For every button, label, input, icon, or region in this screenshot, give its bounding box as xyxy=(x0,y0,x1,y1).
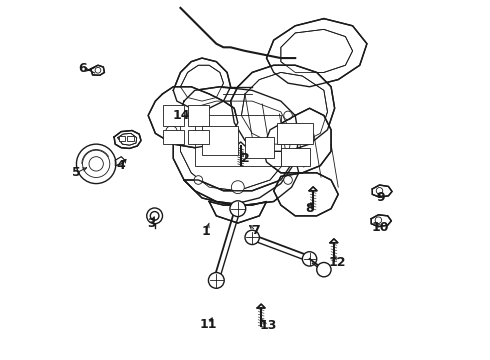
Text: 10: 10 xyxy=(372,221,389,234)
Text: 8: 8 xyxy=(305,202,314,215)
Bar xyxy=(202,126,238,155)
Text: 4: 4 xyxy=(117,159,125,172)
Text: 1: 1 xyxy=(201,225,210,238)
Bar xyxy=(188,105,209,126)
Circle shape xyxy=(284,176,293,184)
Circle shape xyxy=(95,67,101,73)
Circle shape xyxy=(194,176,203,184)
Polygon shape xyxy=(115,157,125,166)
Polygon shape xyxy=(173,87,299,205)
Polygon shape xyxy=(371,215,392,226)
Polygon shape xyxy=(330,239,338,243)
Circle shape xyxy=(208,273,224,288)
Polygon shape xyxy=(180,65,223,101)
Bar xyxy=(119,136,125,141)
Text: 3: 3 xyxy=(147,216,156,230)
Polygon shape xyxy=(267,19,367,87)
Polygon shape xyxy=(231,65,335,151)
Circle shape xyxy=(375,217,382,224)
Polygon shape xyxy=(184,158,299,205)
Circle shape xyxy=(245,230,259,244)
Circle shape xyxy=(230,201,245,217)
Polygon shape xyxy=(274,173,338,216)
Polygon shape xyxy=(173,58,231,108)
Text: 2: 2 xyxy=(241,152,249,165)
Polygon shape xyxy=(114,131,141,148)
Bar xyxy=(195,116,281,166)
Text: 14: 14 xyxy=(172,109,190,122)
Bar xyxy=(277,123,313,144)
Text: 9: 9 xyxy=(376,192,385,204)
Text: 7: 7 xyxy=(251,224,260,237)
Text: 11: 11 xyxy=(199,318,217,331)
Bar xyxy=(163,105,184,126)
Circle shape xyxy=(82,150,110,177)
Circle shape xyxy=(150,212,159,220)
Polygon shape xyxy=(257,304,265,308)
Circle shape xyxy=(317,262,331,277)
Bar xyxy=(188,130,209,144)
Text: 5: 5 xyxy=(72,166,81,179)
Bar xyxy=(127,135,134,140)
Polygon shape xyxy=(236,142,245,146)
Circle shape xyxy=(302,252,317,266)
Circle shape xyxy=(376,188,383,194)
Circle shape xyxy=(76,144,116,184)
Polygon shape xyxy=(118,134,137,145)
Circle shape xyxy=(89,157,103,171)
Text: 13: 13 xyxy=(260,319,277,332)
Circle shape xyxy=(147,208,163,224)
Bar xyxy=(163,130,184,144)
Polygon shape xyxy=(372,185,392,197)
Polygon shape xyxy=(91,65,104,75)
Circle shape xyxy=(166,126,177,137)
Bar xyxy=(245,137,274,158)
Text: 12: 12 xyxy=(329,256,346,269)
Bar xyxy=(281,148,310,166)
Polygon shape xyxy=(180,101,292,191)
Circle shape xyxy=(231,181,245,194)
Text: 6: 6 xyxy=(78,62,87,75)
Polygon shape xyxy=(148,87,238,148)
Polygon shape xyxy=(263,108,331,173)
Polygon shape xyxy=(309,187,317,191)
Circle shape xyxy=(284,111,293,120)
Polygon shape xyxy=(242,72,327,144)
Polygon shape xyxy=(281,30,353,72)
Circle shape xyxy=(194,111,203,120)
Polygon shape xyxy=(209,202,267,223)
